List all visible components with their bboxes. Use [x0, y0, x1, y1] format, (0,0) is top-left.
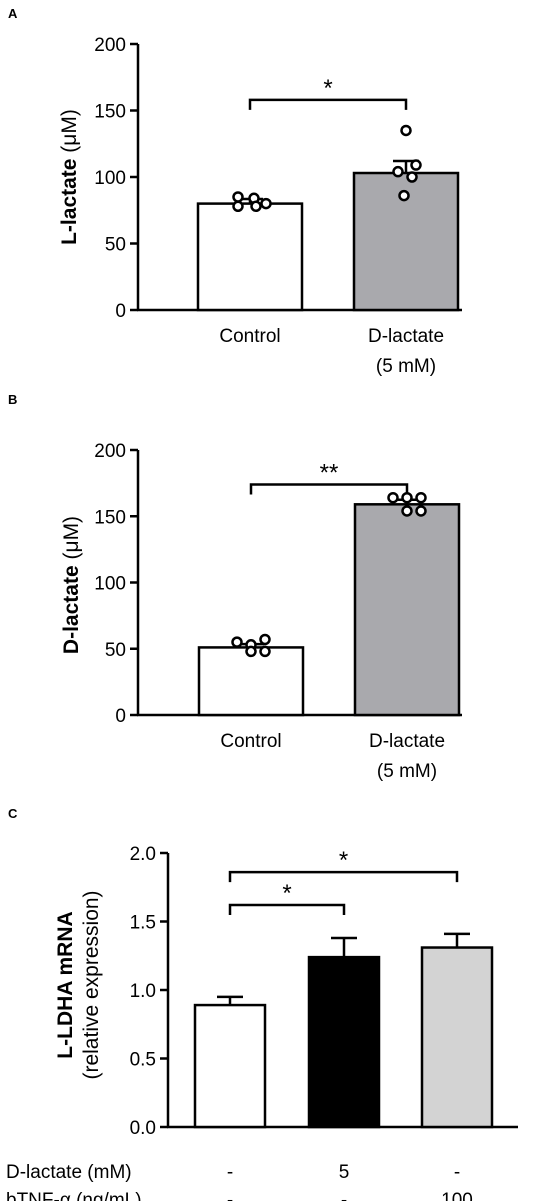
significance-bracket [249, 483, 409, 495]
significance-label: * [323, 75, 332, 102]
y-tick-label: 100 [94, 168, 126, 189]
condition-value: - [454, 1162, 460, 1183]
significance-bracket [228, 903, 346, 916]
y-tick-label: 50 [105, 640, 126, 661]
y-tick-label: 150 [94, 507, 126, 528]
bar [196, 202, 304, 312]
significance-label: * [339, 847, 348, 874]
y-axis-label-unit: (μM) [58, 109, 81, 158]
category-label: D-lactate [368, 326, 444, 347]
y-axis-label-name: L-lactate [58, 159, 81, 245]
bar [420, 946, 494, 1129]
category-label: Control [220, 731, 281, 752]
y-tick-label: 0 [115, 301, 126, 322]
y-tick-label: 200 [94, 35, 126, 56]
bar [353, 503, 461, 717]
data-point [415, 505, 427, 517]
condition-row-label: bTNF-α (ng/mL) [6, 1190, 142, 1201]
data-point [250, 200, 262, 213]
y-tick-label: 1.5 [130, 913, 156, 934]
y-tick-label: 1.0 [130, 981, 156, 1002]
y-axis-label: D-lactate (μM) [60, 516, 83, 654]
category-label: (5 mM) [376, 356, 436, 377]
data-point [398, 189, 410, 202]
significance-label: ** [320, 459, 339, 486]
condition-value: - [341, 1190, 347, 1201]
panel-label-b: B [8, 392, 18, 407]
data-point [259, 633, 271, 646]
chart-a: 0 50 100 150 200 * L-lactate (μM) Control D-lact… [58, 35, 462, 377]
data-point [401, 505, 413, 517]
panel-label-a: A [8, 6, 18, 21]
y-tick-label: 0 [115, 706, 126, 727]
data-point [410, 159, 422, 171]
bar [307, 955, 381, 1129]
condition-value: - [227, 1190, 233, 1201]
data-point [406, 171, 418, 183]
data-point [392, 165, 404, 178]
data-point [231, 636, 243, 648]
category-label: (5 mM) [377, 761, 437, 782]
chart-b: 0 50 100 150 200 ** D-lactate (μM) Control D-lac… [60, 441, 462, 782]
data-point [232, 200, 244, 213]
data-point [387, 491, 399, 504]
y-tick-label: 2.0 [130, 844, 156, 865]
data-point [260, 197, 272, 210]
category-label: Control [219, 326, 280, 347]
y-axis-label: L-lactate (μM) [58, 109, 81, 245]
y-tick-label: 0.0 [130, 1118, 156, 1139]
condition-row-label: D-lactate (mM) [6, 1162, 132, 1183]
panel-label-c: C [8, 806, 18, 821]
category-label: D-lactate [369, 731, 445, 752]
y-axis-label-sub: (relative expression) [80, 890, 103, 1079]
y-axis-label: L-LDHA mRNA [54, 911, 77, 1058]
bar [193, 1003, 267, 1129]
condition-value: - [227, 1162, 233, 1183]
condition-value: 5 [339, 1162, 350, 1183]
data-point [259, 645, 271, 658]
significance-bracket [248, 98, 408, 110]
data-point [400, 124, 412, 137]
y-axis-label-name: D-lactate [60, 565, 83, 654]
y-tick-label: 200 [94, 441, 126, 462]
condition-value: 100 [441, 1190, 473, 1201]
chart-c: 0.0 0.5 1.0 1.5 2.0 * * L-LDHA mRNA (relative ex… [6, 844, 518, 1201]
y-axis-label-unit: (μM) [60, 516, 83, 565]
significance-bracket [228, 870, 459, 883]
y-tick-label: 150 [94, 102, 126, 123]
data-point [415, 491, 427, 504]
y-tick-label: 100 [94, 574, 126, 595]
bar [197, 646, 305, 717]
y-tick-label: 0.5 [130, 1050, 156, 1071]
data-point [245, 645, 257, 658]
significance-label: * [282, 880, 291, 907]
data-point [232, 191, 244, 203]
data-point [401, 491, 413, 504]
y-tick-label: 50 [105, 235, 126, 256]
